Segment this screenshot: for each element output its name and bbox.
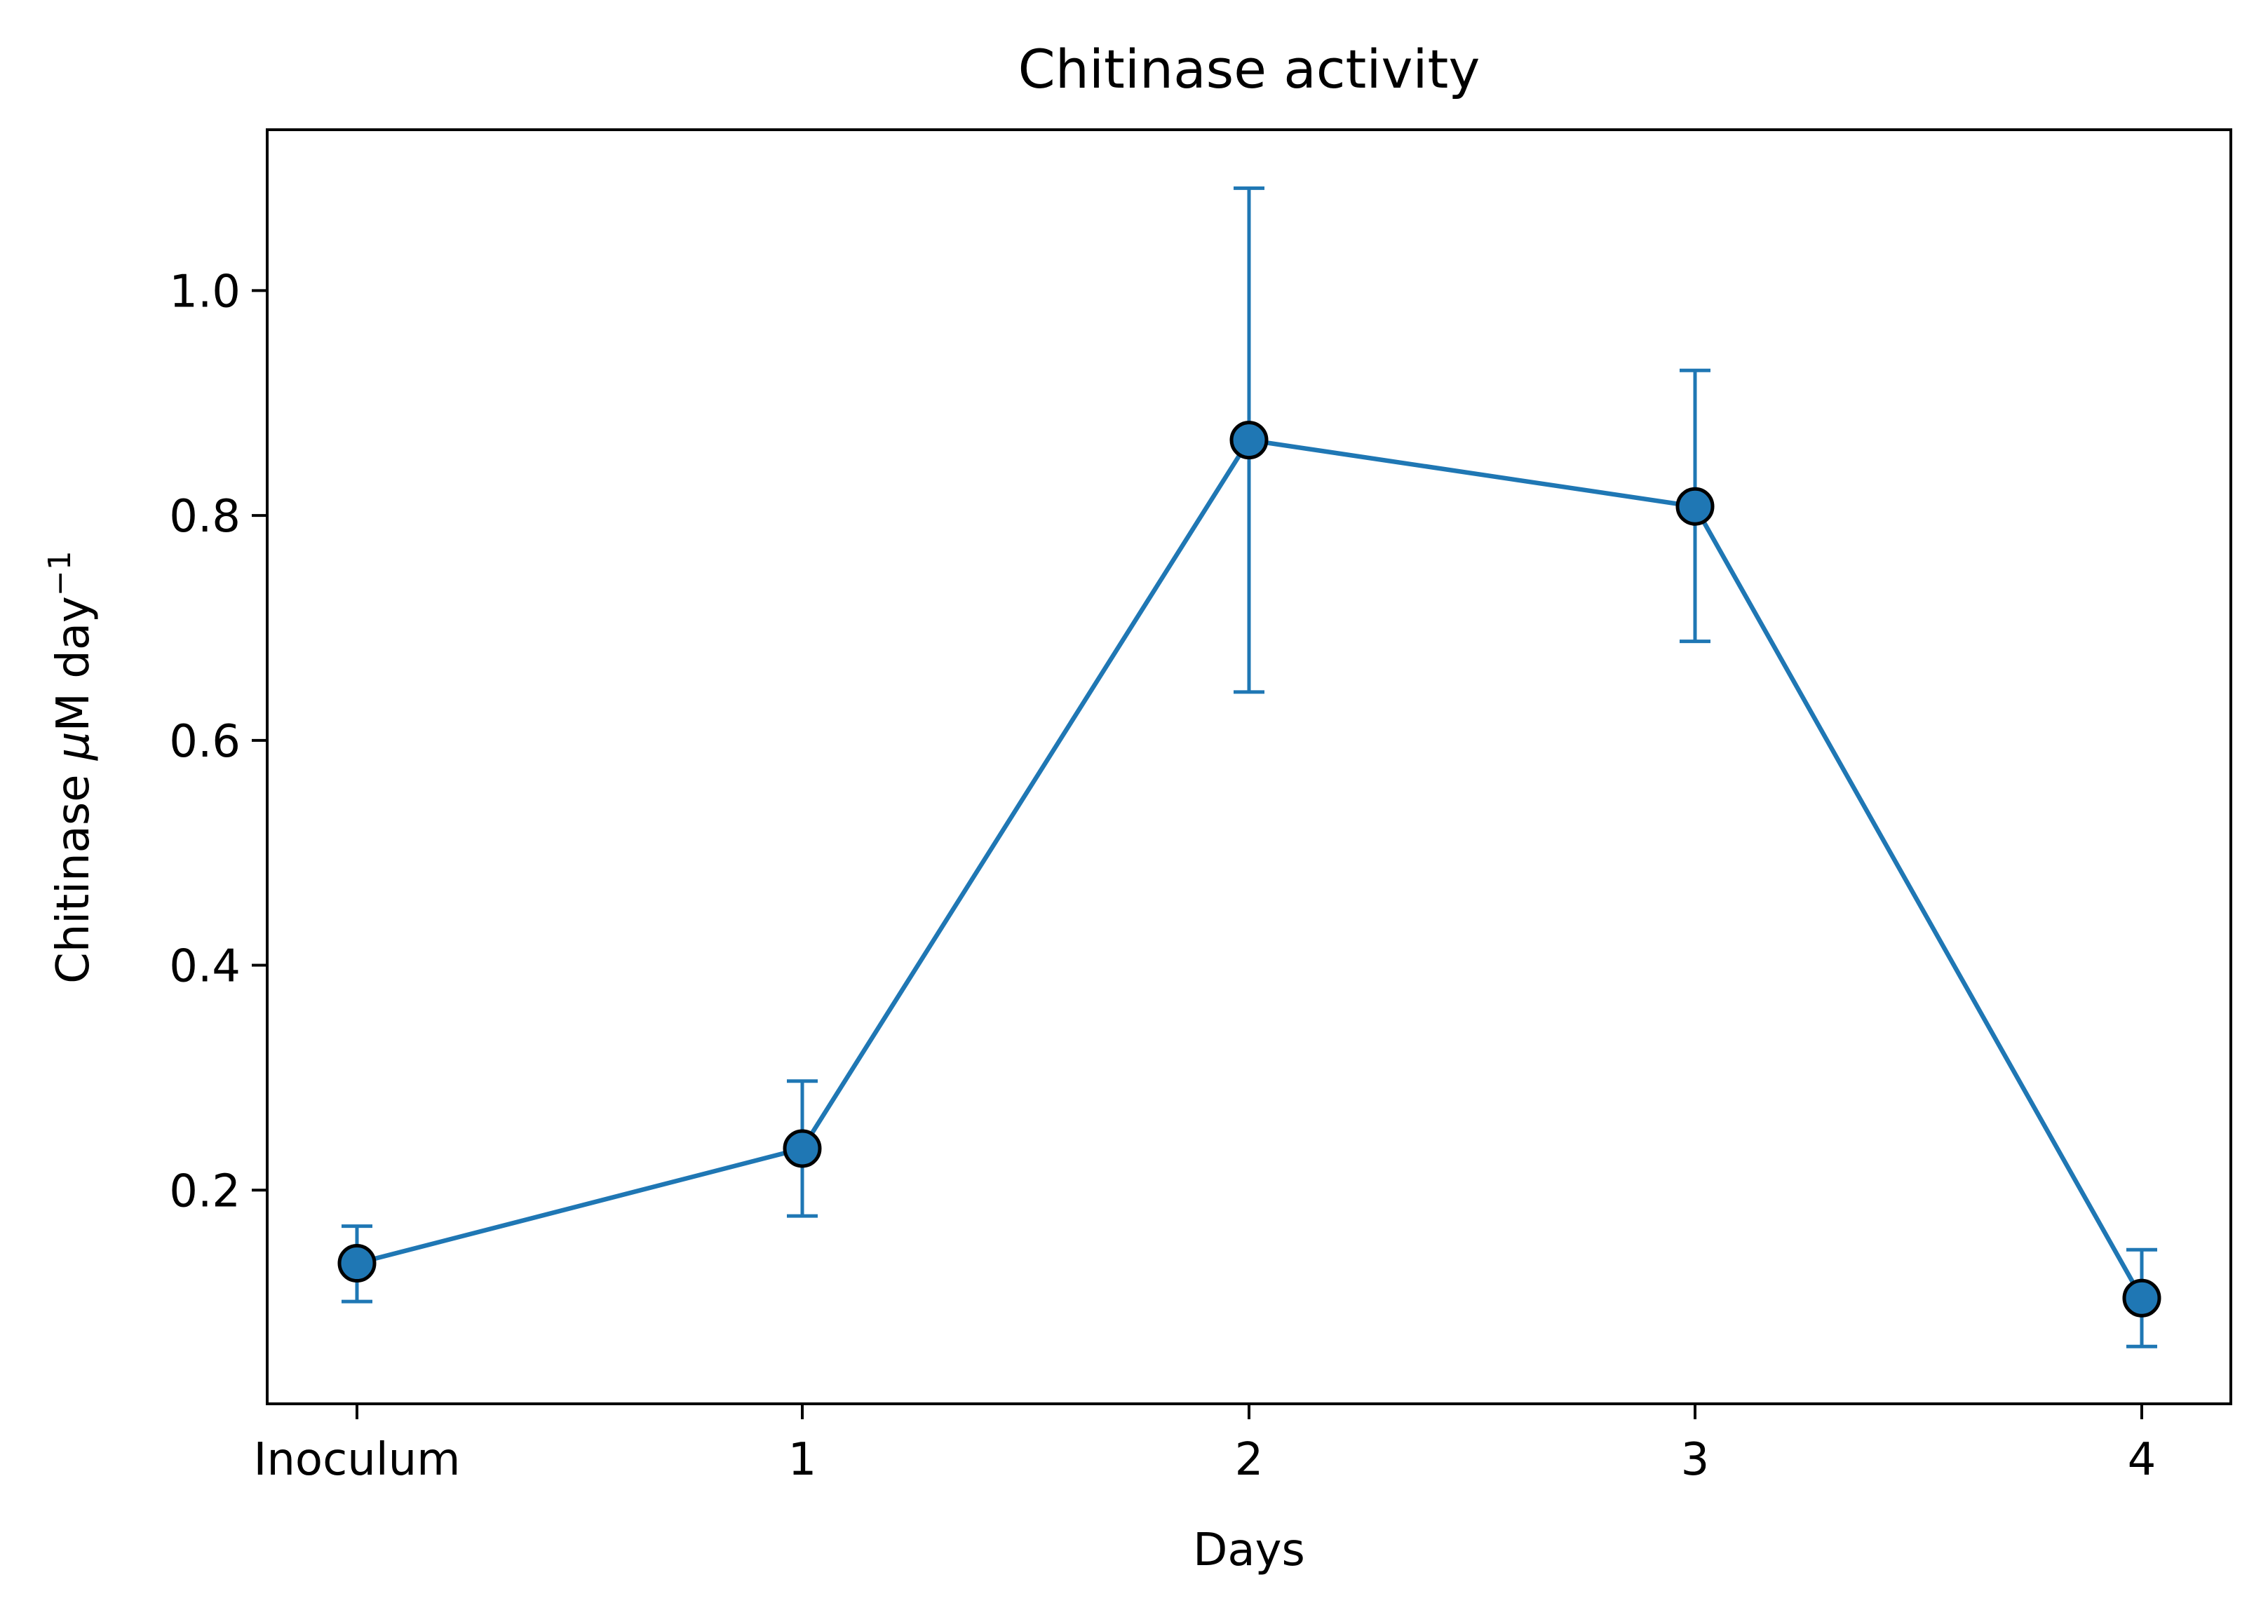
data-point	[783, 1129, 822, 1168]
y-tick-label: 1.0	[169, 266, 241, 318]
plot-area	[337, 186, 2161, 1348]
x-tick-label: Inoculum	[253, 1434, 460, 1486]
y-axis: 0.2 0.4 0.6 0.8 1.0	[169, 266, 267, 1217]
chart-title: Chitinase activity	[1018, 38, 1480, 100]
y-axis-label-unit: M day	[48, 596, 100, 731]
y-axis-label: Chitinase μM day−1	[42, 550, 100, 984]
x-tick-label: 3	[1681, 1434, 1710, 1486]
x-tick-label: 1	[788, 1434, 817, 1486]
y-axis-label-mu: μ	[48, 731, 100, 761]
y-tick-label: 0.2	[169, 1165, 241, 1217]
data-point	[1229, 421, 1269, 460]
y-axis-label-text: Chitinase	[48, 760, 100, 984]
x-axis-label: Days	[1193, 1524, 1305, 1576]
y-axis-label-exponent: −1	[42, 550, 78, 596]
x-tick-label: 2	[1235, 1434, 1264, 1486]
x-tick-label: 4	[2128, 1434, 2156, 1486]
y-tick-label: 0.6	[169, 716, 241, 768]
y-tick-label: 0.4	[169, 941, 241, 993]
data-point	[1675, 487, 1715, 526]
y-tick-label: 0.8	[169, 491, 241, 543]
data-point	[2122, 1278, 2161, 1318]
data-point	[337, 1244, 377, 1283]
x-axis: Inoculum 1 2 3 4	[253, 1404, 2156, 1486]
